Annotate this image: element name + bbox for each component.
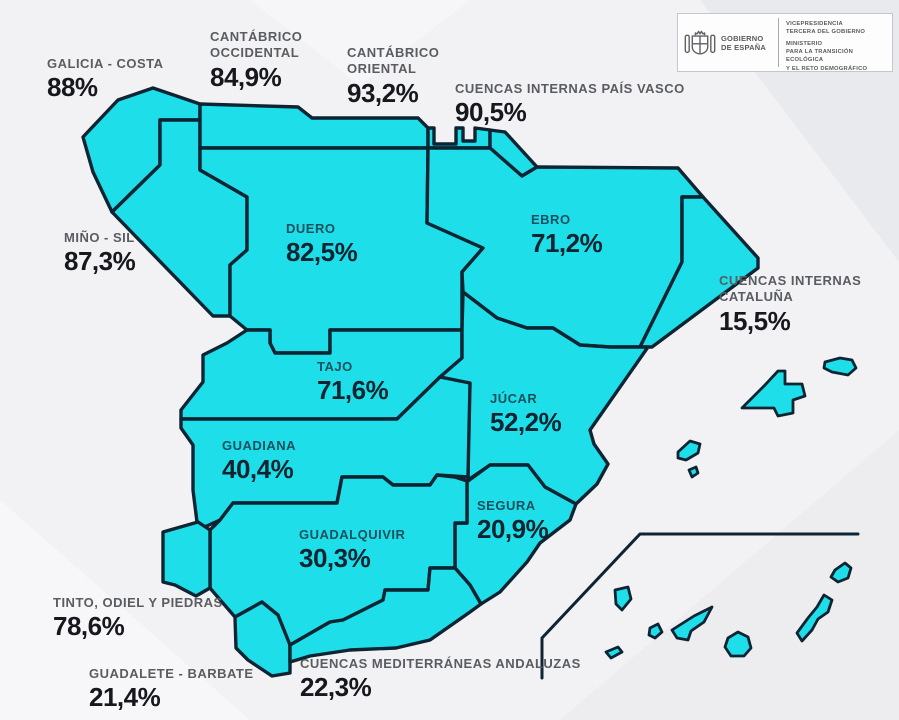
- basin-name: DUERO: [286, 221, 336, 236]
- basin-label-ebro: EBRO 71,2%: [531, 212, 603, 259]
- gobierno-text: GOBIERNO DE ESPAÑA: [721, 34, 766, 52]
- island-lanzarote: [829, 561, 853, 584]
- basin-value: 52,2%: [490, 407, 562, 438]
- basin-value: 71,6%: [317, 375, 389, 406]
- basin-name: MIÑO - SIL: [64, 230, 135, 245]
- basin-label-segura: SEGURA 20,9%: [477, 498, 549, 545]
- basin-label-jucar: JÚCAR 52,2%: [490, 391, 562, 438]
- logo-left-block: GOBIERNO DE ESPAÑA: [678, 14, 778, 71]
- gobierno-de-espana-logo: GOBIERNO DE ESPAÑA VICEPRESIDENCIA TERCE…: [677, 13, 893, 72]
- basin-region-guadalete-barbate: [233, 600, 292, 678]
- basin-label-tinto-odiel-piedras: TINTO, ODIEL Y PIEDRAS 78,6%: [53, 595, 223, 641]
- basin-name: TINTO, ODIEL Y PIEDRAS: [53, 595, 223, 610]
- basin-regions: [81, 86, 760, 678]
- basin-region-cantabrico-occidental: [198, 102, 430, 150]
- basin-value: 71,2%: [531, 228, 603, 259]
- basin-region-cantabrico-oriental: [426, 126, 492, 150]
- vicepresidencia-text: VICEPRESIDENCIA TERCERA DEL GOBIERNO: [786, 21, 866, 36]
- basin-region-tajo: [179, 328, 464, 421]
- balearic-islands: [676, 356, 858, 479]
- island-menorca: [822, 356, 858, 377]
- island-ibiza: [676, 439, 702, 462]
- basin-region-mediterraneas-andaluzas: [288, 566, 483, 664]
- basin-label-guadalete-barbate: GUADALETE - BARBATE 21,4%: [89, 666, 254, 712]
- basin-name: GUADIANA: [222, 438, 297, 453]
- basin-value: 22,3%: [300, 672, 372, 703]
- basin-value: 15,5%: [719, 305, 791, 336]
- island-la-gomera: [647, 622, 664, 640]
- island-la-palma: [613, 585, 633, 612]
- canary-inset-divider: [540, 532, 860, 680]
- basin-label-guadalquivir: GUADALQUIVIR 30,3%: [299, 527, 405, 573]
- basin-label-cantabrico-oriental: CANTÁBRICO ORIENTAL 93,2%: [347, 45, 439, 107]
- spain-coat-of-arms-icon: [684, 30, 716, 54]
- gobierno-line2: DE ESPAÑA: [721, 42, 767, 52]
- canary-islands: [604, 561, 853, 660]
- basin-region-cataluna: [638, 195, 760, 349]
- basin-value: 20,9%: [477, 514, 549, 545]
- basin-value: 93,2%: [347, 77, 419, 108]
- basin-name: GALICIA - COSTA: [47, 56, 164, 71]
- gobierno-line1: GOBIERNO: [721, 33, 764, 43]
- basin-name: TAJO: [317, 359, 353, 374]
- basin-name: CANTÁBRICO ORIENTAL: [347, 45, 440, 77]
- island-gran-canaria: [723, 630, 753, 658]
- ministerio-text: MINISTERIO PARA LA TRANSICIÓN ECOLÓGICA …: [786, 41, 868, 72]
- basin-label-duero: DUERO 82,5%: [286, 221, 358, 268]
- island-el-hierro: [604, 645, 624, 660]
- basin-value: 21,4%: [89, 682, 161, 713]
- basin-value: 78,6%: [53, 611, 125, 642]
- island-mallorca: [740, 369, 807, 418]
- basin-name: EBRO: [531, 212, 571, 227]
- basin-label-pais-vasco: CUENCAS INTERNAS PAÍS VASCO 90,5%: [455, 81, 685, 127]
- basin-name: CANTÁBRICO OCCIDENTAL: [210, 29, 303, 61]
- basin-name: CUENCAS MEDITERRÁNEAS ANDALUZAS: [300, 656, 581, 671]
- basin-name: CUENCAS INTERNAS CATALUÑA: [719, 273, 862, 305]
- basin-label-galicia-costa: GALICIA - COSTA 88%: [47, 56, 164, 102]
- logo-divider: [778, 18, 779, 67]
- basin-label-guadiana: GUADIANA 40,4%: [222, 438, 296, 484]
- basin-name: GUADALQUIVIR: [299, 527, 406, 542]
- basin-name: CUENCAS INTERNAS PAÍS VASCO: [455, 81, 685, 96]
- island-formentera: [687, 465, 700, 479]
- basin-value: 90,5%: [455, 97, 527, 128]
- basin-name: GUADALETE - BARBATE: [89, 666, 254, 681]
- island-tenerife: [670, 605, 714, 642]
- basin-name: SEGURA: [477, 498, 536, 513]
- logo-right-block: VICEPRESIDENCIA TERCERA DEL GOBIERNO MIN…: [779, 14, 892, 72]
- basin-value: 82,5%: [286, 237, 358, 268]
- basin-value: 88%: [47, 72, 98, 103]
- basin-value: 84,9%: [210, 61, 282, 92]
- basin-value: 30,3%: [299, 543, 371, 574]
- basin-label-tajo: TAJO 71,6%: [317, 359, 389, 406]
- basin-label-mino-sil: MIÑO - SIL 87,3%: [64, 230, 136, 277]
- basin-name: JÚCAR: [490, 391, 538, 406]
- basin-value: 87,3%: [64, 246, 136, 277]
- basin-label-cataluna: CUENCAS INTERNAS CATALUÑA 15,5%: [719, 273, 861, 335]
- island-fuerteventura: [795, 593, 834, 643]
- basin-label-mediterraneas-andaluzas: CUENCAS MEDITERRÁNEAS ANDALUZAS 22,3%: [300, 656, 581, 702]
- basin-label-cantabrico-occidental: CANTÁBRICO OCCIDENTAL 84,9%: [210, 29, 302, 91]
- basin-value: 40,4%: [222, 454, 294, 485]
- basin-region-tinto-odiel-piedras: [161, 520, 212, 598]
